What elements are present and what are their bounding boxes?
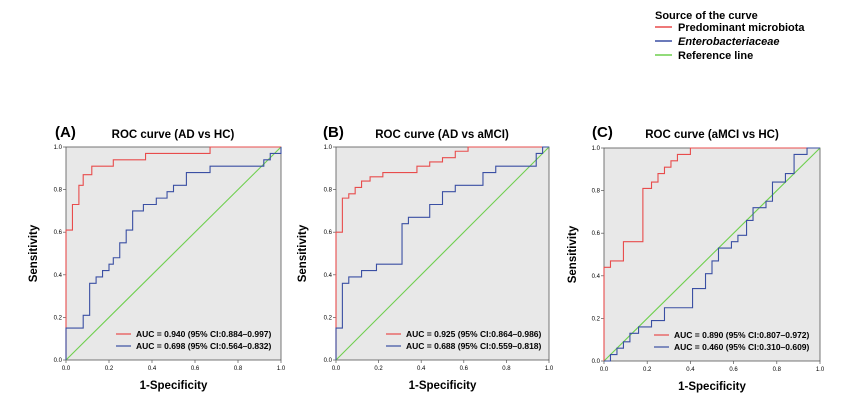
y-axis-label: Sensitivity: [297, 224, 309, 282]
reference-line: [603, 147, 821, 362]
y-tick-label: 0.4: [592, 274, 601, 280]
x-axis-label: 1-Specificity: [140, 380, 208, 392]
auc-label: AUC = 0.698 (95% CI:0.564–0.832): [136, 341, 272, 351]
y-tick-label: 0.4: [54, 273, 63, 279]
x-tick-label: 1.0: [816, 367, 825, 373]
x-tick-label: 0.8: [773, 367, 782, 373]
x-tick-label: 0.2: [105, 366, 114, 372]
reference-line: [65, 146, 282, 361]
y-axis-label: Sensitivity: [28, 224, 40, 282]
x-tick-label: 0.4: [148, 366, 157, 372]
x-tick-label: 1.0: [545, 366, 554, 372]
x-tick-label: 1.0: [277, 366, 286, 372]
x-axis-label: 1-Specificity: [409, 380, 477, 392]
roc-panel-1: (A) ROC curve (AD vs HC) 1-Specificity Sens…: [28, 124, 286, 392]
enterobacteriaceae-curve: [335, 146, 549, 360]
y-tick-label: 0.8: [54, 188, 63, 194]
legend-item: Reference line: [655, 50, 753, 62]
y-tick-label: 0.6: [54, 230, 63, 236]
x-tick-label: 0.8: [502, 366, 511, 372]
y-tick-label: 0.2: [324, 315, 333, 321]
y-tick-label: 0.0: [54, 358, 63, 364]
reference-line: [335, 146, 550, 361]
legend-title: Source of the curve: [655, 10, 758, 22]
predominant-microbiota-curve: [335, 146, 549, 360]
auc-label: AUC = 0.890 (95% CI:0.807–0.972): [674, 330, 810, 340]
y-axis-label: Sensitivity: [567, 225, 579, 283]
y-tick-label: 1.0: [54, 145, 63, 151]
x-axis-label: 1-Specificity: [678, 381, 746, 393]
legend-label: Predominant microbiota: [678, 22, 805, 34]
legend-label: Reference line: [678, 50, 753, 62]
x-tick-label: 0.8: [234, 366, 243, 372]
x-tick-label: 0.4: [417, 366, 426, 372]
panel-title: ROC curve (AD vs HC): [112, 129, 235, 141]
auc-label: AUC = 0.925 (95% CI:0.864–0.986): [406, 329, 542, 339]
y-tick-label: 0.0: [592, 359, 601, 365]
x-tick-label: 0.6: [191, 366, 200, 372]
y-tick-label: 0.6: [324, 230, 333, 236]
roc-panel-3: (C) ROC curve (aMCI vs HC) 1-Specificity Se…: [567, 124, 825, 393]
x-tick-label: 0.6: [460, 366, 469, 372]
legend-label: Enterobacteriaceae: [678, 36, 780, 48]
auc-label: AUC = 0.940 (95% CI:0.884–0.997): [136, 329, 272, 339]
y-tick-label: 0.2: [592, 316, 601, 322]
y-tick-label: 0.6: [592, 231, 601, 237]
x-tick-label: 0.4: [686, 367, 695, 373]
predominant-microbiota-curve: [65, 146, 281, 360]
x-tick-label: 0.0: [62, 366, 71, 372]
roc-panel-2: (B) ROC curve (AD vs aMCI) 1-Specificity Se…: [297, 124, 554, 392]
y-tick-label: 1.0: [324, 145, 333, 151]
y-tick-label: 0.0: [324, 358, 333, 364]
panel-letter: (A): [55, 124, 76, 141]
x-tick-label: 0.6: [729, 367, 738, 373]
x-tick-label: 0.2: [643, 367, 652, 373]
auc-label: AUC = 0.460 (95% CI:0.310–0.609): [674, 342, 810, 352]
x-tick-label: 0.2: [374, 366, 383, 372]
auc-label: AUC = 0.688 (95% CI:0.559–0.818): [406, 341, 542, 351]
y-tick-label: 0.4: [324, 273, 333, 279]
y-tick-label: 0.8: [324, 188, 333, 194]
predominant-microbiota-curve: [603, 147, 820, 361]
panel-letter: (C): [592, 124, 613, 141]
x-tick-label: 0.0: [332, 366, 341, 372]
enterobacteriaceae-curve: [65, 147, 282, 360]
y-tick-label: 0.2: [54, 315, 63, 321]
y-tick-label: 0.8: [592, 189, 601, 195]
x-tick-label: 0.0: [600, 367, 609, 373]
panel-letter: (B): [323, 124, 344, 141]
y-tick-label: 1.0: [592, 146, 601, 152]
enterobacteriaceae-curve: [604, 147, 820, 362]
legend-item: Predominant microbiota: [655, 22, 805, 34]
panel-title: ROC curve (aMCI vs HC): [645, 129, 779, 141]
legend-item: Enterobacteriaceae: [655, 36, 780, 48]
panel-title: ROC curve (AD vs aMCI): [375, 129, 509, 141]
